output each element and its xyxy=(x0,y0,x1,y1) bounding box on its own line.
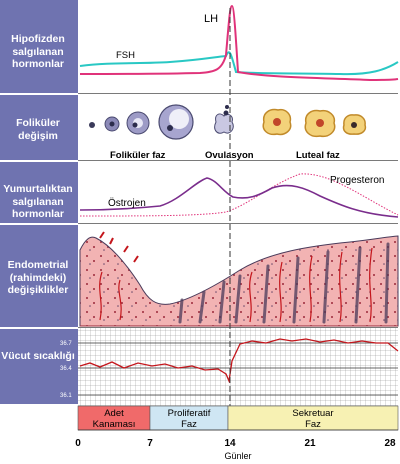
primordial-follicle xyxy=(89,122,95,128)
temperature-grid xyxy=(78,328,398,406)
row-label-ovarian-hormones: Yumurtalıktan salgılanan hormonlar xyxy=(3,183,73,220)
uterine-glands xyxy=(178,242,390,324)
shed-tissue xyxy=(99,231,139,263)
day-axis-label: Günler xyxy=(224,451,251,461)
progesterone-label: Progesteron xyxy=(330,175,384,186)
phase-label-proliferative-1: Proliferatif xyxy=(168,408,211,419)
lh-label: LH xyxy=(204,13,218,25)
row-label-body-temperature: Vücut sıcaklığı xyxy=(1,350,75,362)
phase-label-proliferative-2: Faz xyxy=(181,419,197,430)
temperature-panel: 36.7 36.4 36.1 xyxy=(60,328,399,406)
estrogen-curve xyxy=(79,177,399,218)
day-tick: 28 xyxy=(384,438,396,449)
phase-secretory xyxy=(227,405,399,431)
row-divider xyxy=(0,327,78,329)
spiral-artery xyxy=(99,247,373,323)
phase-label-secretory-2: Faz xyxy=(305,419,321,430)
day-tick: 7 xyxy=(147,438,153,449)
estrogen-label: Östrojen xyxy=(108,197,146,209)
panel-divider xyxy=(78,327,398,328)
phase-label-menstruation-1: Adet xyxy=(104,408,124,419)
phase-bar: Adet Kanaması Proliferatif Faz Sekretuar… xyxy=(77,405,399,431)
row-divider xyxy=(0,160,78,162)
row-label-endometrial: Endometrial (rahimdeki) değişiklikler xyxy=(7,259,69,296)
temp-tick: 36.4 xyxy=(60,366,72,372)
temp-tick: 36.1 xyxy=(60,393,72,399)
ruptured-follicle xyxy=(214,113,234,134)
row-divider xyxy=(0,93,78,95)
phase-label-secretory-1: Sekretuar xyxy=(292,408,333,419)
row-divider xyxy=(0,223,78,225)
panel-divider xyxy=(78,93,398,94)
phase-label-menstruation-2: Kanaması xyxy=(93,419,136,430)
progesterone-curve xyxy=(79,173,399,217)
panel-divider xyxy=(78,223,398,224)
row-label-pituitary-hormones: Hipofizden salgılanan hormonlar xyxy=(11,33,65,70)
fsh-curve xyxy=(79,51,399,76)
lh-curve xyxy=(79,4,399,82)
sidebar xyxy=(0,0,78,404)
day-tick: 0 xyxy=(75,438,81,449)
follicle-panel: Foliküler faz Ovulasyon Luteal faz xyxy=(89,104,367,161)
phase-menstruation xyxy=(77,405,151,431)
day-tick: 14 xyxy=(224,438,236,449)
pituitary-hormones-panel: LH FSH xyxy=(79,4,399,82)
panel-divider xyxy=(78,160,398,161)
fsh-label: FSH xyxy=(116,50,135,61)
day-axis: 0 7 14 21 28 Günler xyxy=(75,429,398,461)
label-ovulation: Ovulasyon xyxy=(205,150,254,161)
day-tick: 21 xyxy=(304,438,316,449)
temp-tick: 36.7 xyxy=(60,341,72,347)
phase-proliferative xyxy=(149,405,229,431)
ovarian-hormones-panel: Östrojen Progesteron xyxy=(79,173,399,218)
row-label-follicular-change: Foliküler değişim xyxy=(16,117,60,142)
endometrium-panel xyxy=(79,231,399,327)
label-luteal-phase: Luteal faz xyxy=(296,150,340,161)
label-follicular-phase: Foliküler faz xyxy=(110,150,166,161)
